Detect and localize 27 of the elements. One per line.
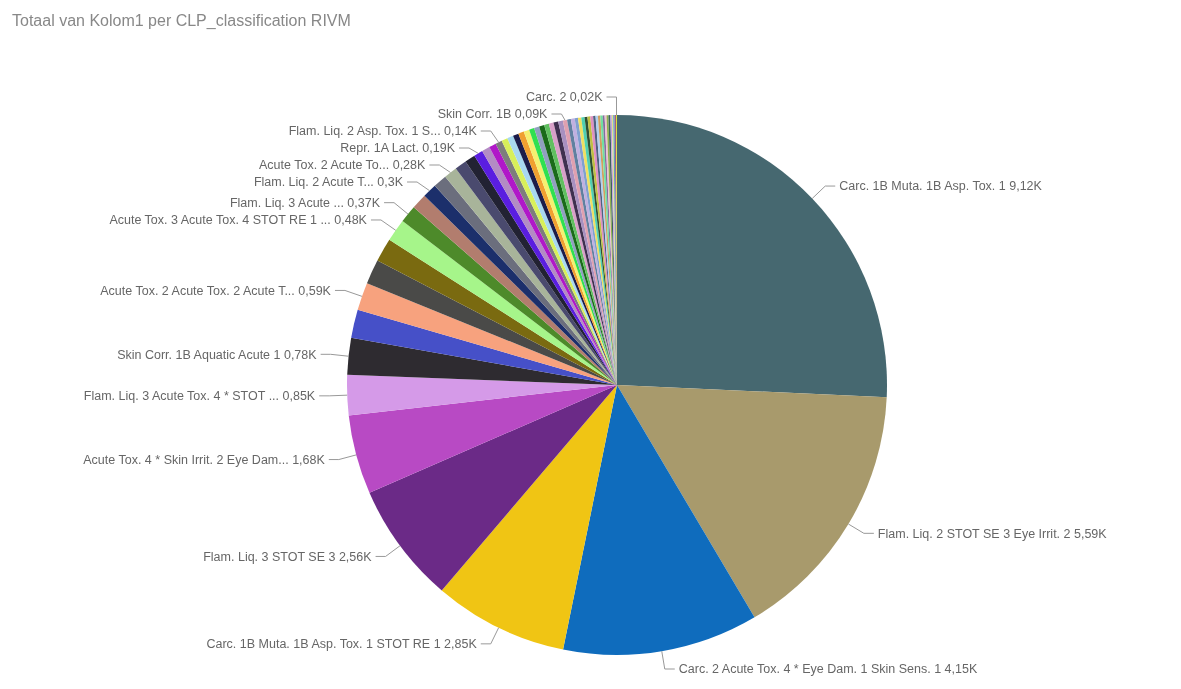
slice-label: Skin Corr. 1B 0,09K xyxy=(437,107,549,122)
slice-label: Carc. 1B Muta. 1B Asp. Tox. 1 STOT RE 1 2,85K xyxy=(206,637,478,652)
slice-label: Skin Corr. 1B Aquatic Acute 1 0,78K xyxy=(117,347,318,362)
slice-label: Acute Tox. 4 * Skin Irrit. 2 Eye Dam... 1,68K xyxy=(83,452,326,467)
slice-label: Carc. 2 0,02K xyxy=(526,90,604,105)
slice-label: Carc. 1B Muta. 1B Asp. Tox. 1 9,12K xyxy=(839,179,1043,194)
slice-label: Flam. Liq. 2 STOT SE 3 Eye Irrit. 2 5,59K xyxy=(877,526,1108,541)
pie-slice xyxy=(441,385,617,650)
slice-label: Acute Tox. 2 Acute To... 0,28K xyxy=(259,158,427,173)
slice-label: Flam. Liq. 3 STOT SE 3 2,56K xyxy=(203,549,373,564)
slice-label: Carc. 2 Acute Tox. 4 * Eye Dam. 1 Skin Sens. 1 4,15K xyxy=(678,662,978,677)
pie-slice xyxy=(563,385,755,655)
pie-slice xyxy=(348,385,617,493)
slice-label: Flam. Liq. 2 Asp. Tox. 1 S... 0,14K xyxy=(288,124,478,139)
slice-label: Repr. 1A Lact. 0,19K xyxy=(340,141,456,156)
pie-slice xyxy=(366,260,617,385)
pie-slice xyxy=(347,337,617,385)
slice-label: Acute Tox. 3 Acute Tox. 4 STOT RE 1 ... 0,48K xyxy=(109,213,368,228)
pie-slice xyxy=(357,283,617,385)
slice-label: Acute Tox. 2 Acute Tox. 2 Acute T... 0,59K xyxy=(100,283,332,298)
slice-label: Flam. Liq. 3 Acute ... 0,37K xyxy=(229,196,381,211)
pie-slice xyxy=(369,385,617,591)
pie-slice xyxy=(351,309,617,385)
slice-label: Flam. Liq. 2 Acute T... 0,3K xyxy=(253,175,404,190)
chart-title: Totaal van Kolom1 per CLP_classification RIVM xyxy=(12,12,351,30)
slice-label: Flam. Liq. 3 Acute Tox. 4 * STOT ... 0,85K xyxy=(83,389,316,404)
pie-slice xyxy=(617,115,887,398)
